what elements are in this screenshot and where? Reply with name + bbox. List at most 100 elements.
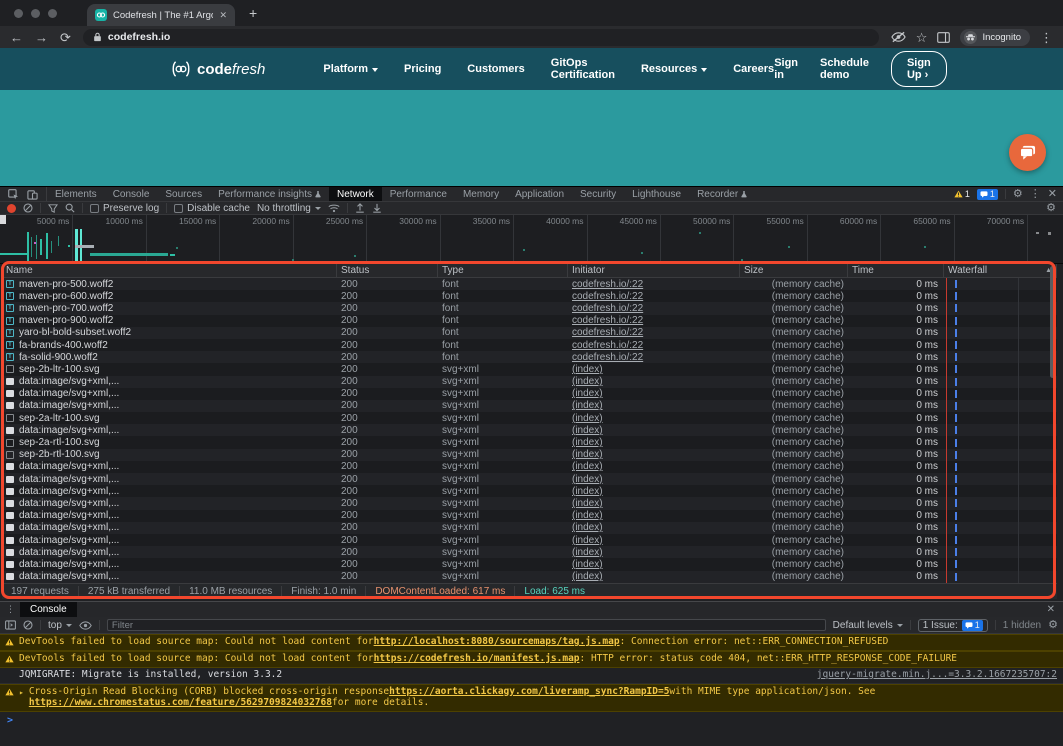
context-select[interactable]: top xyxy=(48,620,72,631)
devtools-tab[interactable]: Application xyxy=(507,187,572,201)
devtools-tab[interactable]: Elements xyxy=(47,187,105,201)
table-scrollbar[interactable] xyxy=(1050,266,1055,378)
request-initiator[interactable]: (index) xyxy=(572,461,603,473)
side-panel-icon[interactable] xyxy=(937,31,951,43)
preserve-log-control[interactable]: Preserve log xyxy=(90,203,159,214)
reload-icon[interactable]: ⟳ xyxy=(60,29,71,45)
request-initiator[interactable]: (index) xyxy=(572,400,603,412)
table-row[interactable]: data:image/svg+xml,... 200 svg+xml (inde… xyxy=(2,533,1057,547)
drawer-close-icon[interactable]: ✕ xyxy=(1046,604,1055,615)
table-row[interactable]: data:image/svg+xml,... 200 svg+xml (inde… xyxy=(2,460,1057,473)
import-har-icon[interactable] xyxy=(355,203,365,213)
nav-item[interactable]: Pricing xyxy=(404,63,441,75)
record-button[interactable] xyxy=(7,203,16,213)
table-row[interactable]: data:image/svg+xml,... 200 svg+xml (inde… xyxy=(2,399,1057,413)
request-initiator[interactable]: codefresh.io/:22 xyxy=(572,351,644,363)
browser-menu-icon[interactable]: ⋮ xyxy=(1040,29,1053,45)
back-icon[interactable]: ← xyxy=(10,29,23,45)
table-row[interactable]: sep-2a-rtl-100.svg 200 svg+xml (index) (… xyxy=(2,436,1057,449)
nav-item[interactable]: GitOps Certification xyxy=(551,57,615,81)
nav-item[interactable]: Customers xyxy=(467,63,524,75)
request-initiator[interactable]: (index) xyxy=(572,485,603,497)
window-controls[interactable] xyxy=(0,9,71,26)
issues-counter[interactable]: 1 Issue: 1 xyxy=(917,618,988,632)
devtools-tab[interactable]: Performance xyxy=(382,187,455,201)
column-header-size[interactable]: Size xyxy=(740,264,848,277)
table-row[interactable]: data:image/svg+xml,... 200 svg+xml (inde… xyxy=(2,375,1057,388)
table-row[interactable]: data:image/svg+xml,... 200 svg+xml (inde… xyxy=(2,485,1057,498)
devtools-tab[interactable]: Memory xyxy=(455,187,507,201)
disable-cache-control[interactable]: Disable cache xyxy=(174,203,250,214)
table-row[interactable]: data:image/svg+xml,... 200 svg+xml (inde… xyxy=(2,570,1057,583)
filter-icon[interactable] xyxy=(48,203,58,213)
console-prompt[interactable]: > xyxy=(0,712,1063,729)
request-initiator[interactable]: codefresh.io/:22 xyxy=(572,339,644,351)
devtools-tab[interactable]: Recorder xyxy=(689,187,755,201)
table-row[interactable]: data:image/svg+xml,... 200 svg+xml (inde… xyxy=(2,473,1057,486)
table-row[interactable]: data:image/svg+xml,... 200 svg+xml (inde… xyxy=(2,521,1057,534)
request-initiator[interactable]: (index) xyxy=(572,558,603,570)
table-row[interactable]: data:image/svg+xml,... 200 svg+xml (inde… xyxy=(2,497,1057,510)
table-row[interactable]: sep-2b-rtl-100.svg 200 svg+xml (index) (… xyxy=(2,448,1057,461)
table-row[interactable]: sep-2b-ltr-100.svg 200 svg+xml (index) (… xyxy=(2,363,1057,376)
eye-icon[interactable] xyxy=(79,620,92,630)
request-initiator[interactable]: codefresh.io/:22 xyxy=(572,315,644,327)
table-row[interactable]: data:image/svg+xml,... 200 svg+xml (inde… xyxy=(2,387,1057,400)
devtools-tab[interactable]: Performance insights xyxy=(210,187,329,201)
column-header-time[interactable]: Time xyxy=(848,264,944,277)
hide-eye-icon[interactable] xyxy=(891,31,906,43)
console-link[interactable]: https://aorta.clickagy.com/liveramp_sync… xyxy=(389,685,670,697)
devtools-tab[interactable]: Network xyxy=(329,187,382,201)
request-initiator[interactable]: (index) xyxy=(572,534,603,546)
column-header-name[interactable]: Name xyxy=(2,264,337,277)
console-filter-input[interactable]: Filter xyxy=(106,619,826,631)
console-link[interactable]: http://localhost:8080/sourcemaps/tag.js.… xyxy=(373,636,620,647)
issues-chip[interactable]: 1 xyxy=(976,188,998,200)
console-link[interactable]: https://www.chromestatus.com/feature/562… xyxy=(28,696,332,708)
column-header-type[interactable]: Type xyxy=(438,264,568,277)
column-header-initiator[interactable]: Initiator xyxy=(568,264,740,277)
network-conditions-icon[interactable] xyxy=(328,203,340,213)
network-settings-icon[interactable]: ⚙ xyxy=(1046,201,1056,214)
address-bar[interactable]: codefresh.io xyxy=(82,28,879,46)
devtools-tab[interactable]: Lighthouse xyxy=(624,187,689,201)
nav-item[interactable]: Platform xyxy=(323,63,378,75)
export-har-icon[interactable] xyxy=(372,203,382,213)
chat-widget-button[interactable] xyxy=(1009,134,1046,171)
request-initiator[interactable]: (index) xyxy=(572,388,603,400)
sign-in-link[interactable]: Sign in xyxy=(774,57,799,81)
schedule-demo-link[interactable]: Schedule demo xyxy=(820,57,869,81)
request-initiator[interactable]: (index) xyxy=(572,363,603,375)
request-initiator[interactable]: (index) xyxy=(572,412,603,424)
preserve-log-checkbox[interactable] xyxy=(90,203,99,213)
request-initiator[interactable]: (index) xyxy=(572,449,603,461)
window-minimize-button[interactable] xyxy=(31,9,40,18)
devtools-settings-icon[interactable]: ⚙ xyxy=(1012,187,1023,200)
console-tab[interactable]: Console xyxy=(20,602,77,617)
request-initiator[interactable]: codefresh.io/:22 xyxy=(572,302,644,314)
network-overview[interactable]: 5000 ms 10000 ms 15000 ms 20000 ms 25000 ms 3… xyxy=(0,215,1063,264)
clear-icon[interactable] xyxy=(23,203,33,213)
request-initiator[interactable]: (index) xyxy=(572,497,603,509)
request-initiator[interactable]: codefresh.io/:22 xyxy=(572,327,644,339)
drawer-menu-icon[interactable]: ⋮ xyxy=(6,604,15,614)
window-maximize-button[interactable] xyxy=(48,9,57,18)
console-link[interactable]: https://codefresh.io/manifest.js.map xyxy=(373,652,580,664)
console-sidebar-icon[interactable] xyxy=(5,620,16,630)
request-initiator[interactable]: (index) xyxy=(572,510,603,522)
request-initiator[interactable]: codefresh.io/:22 xyxy=(572,290,644,302)
table-row[interactable]: sep-2a-ltr-100.svg 200 svg+xml (index) (… xyxy=(2,412,1057,425)
disable-cache-checkbox[interactable] xyxy=(174,203,184,213)
request-initiator[interactable]: (index) xyxy=(572,437,603,449)
request-initiator[interactable]: (index) xyxy=(572,376,603,388)
console-settings-icon[interactable]: ⚙ xyxy=(1048,618,1058,631)
inspect-element-icon[interactable] xyxy=(8,188,19,200)
expand-arrow-icon[interactable]: ▸ xyxy=(19,687,24,697)
request-initiator[interactable]: (index) xyxy=(572,522,603,534)
